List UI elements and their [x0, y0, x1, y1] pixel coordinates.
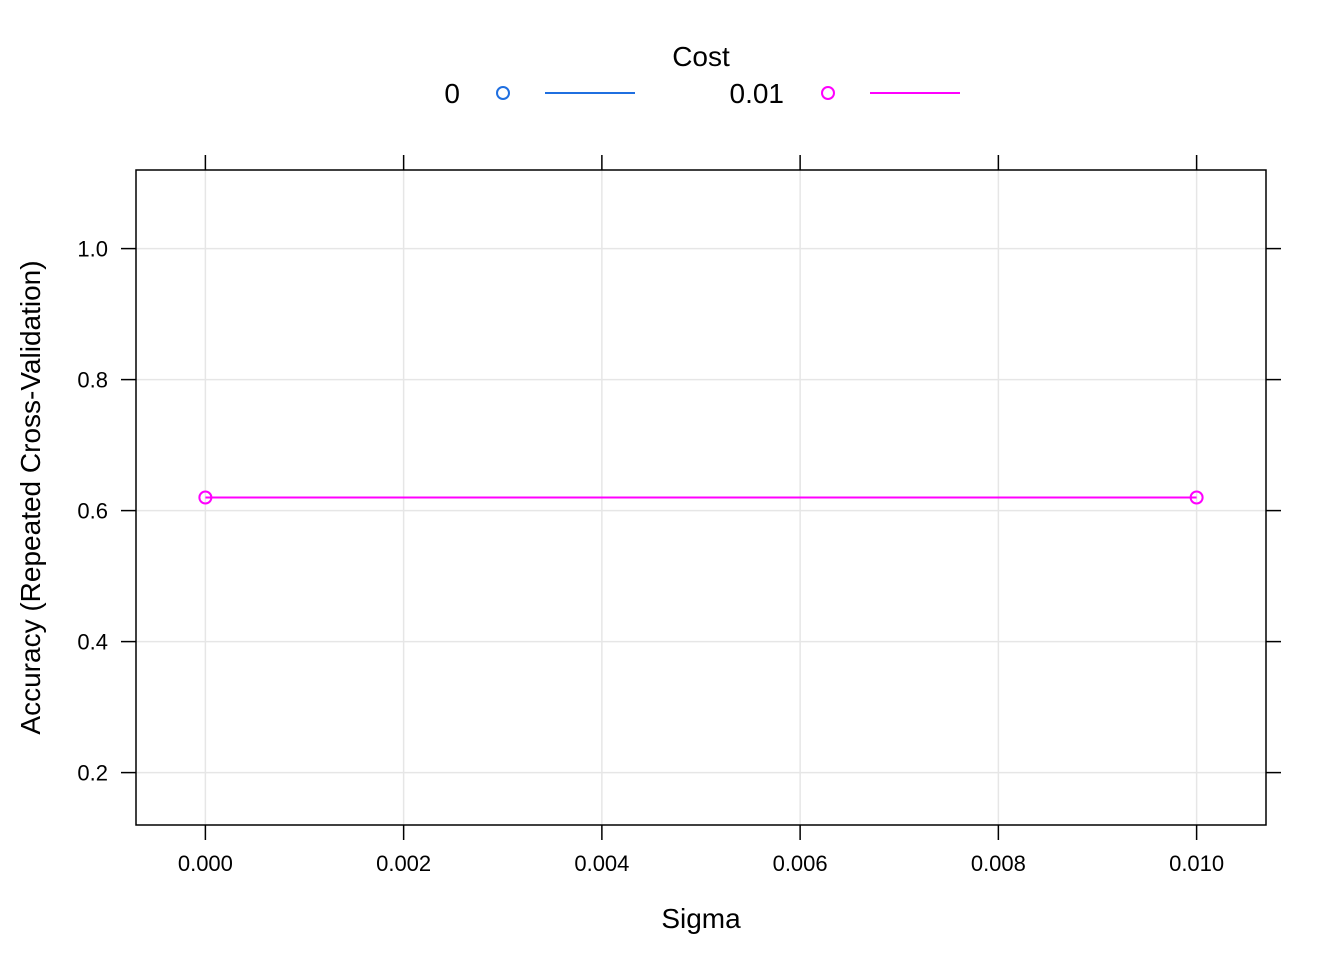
x-tick-label: 0.000	[178, 851, 233, 876]
legend-title: Cost	[672, 41, 730, 72]
plot-frame	[135, 169, 1267, 826]
legend-label: 0	[444, 78, 460, 109]
legend-marker	[821, 86, 835, 100]
x-tick-label: 0.002	[376, 851, 431, 876]
data-point	[198, 490, 213, 505]
y-tick-label: 0.8	[77, 368, 108, 393]
x-tick-label: 0.004	[574, 851, 629, 876]
y-tick-label: 0.2	[77, 761, 108, 786]
x-tick-labels: 0.000 0.002 0.004 0.006 0.008 0.010	[178, 851, 1224, 876]
x-tick-label: 0.010	[1169, 851, 1224, 876]
legend-entry: 0.01	[730, 78, 960, 109]
y-axis-label: Accuracy (Repeated Cross-Validation)	[15, 260, 46, 734]
y-tick-labels: 0.2 0.4 0.6 0.8 1.0	[77, 237, 108, 786]
x-axis-label: Sigma	[661, 903, 741, 934]
x-tick-label: 0.006	[773, 851, 828, 876]
y-tick-label: 1.0	[77, 237, 108, 262]
axis-ticks	[121, 155, 1281, 840]
legend-marker	[496, 86, 510, 100]
legend: Cost 0 0.01	[444, 41, 960, 109]
legend-label: 0.01	[730, 78, 785, 109]
y-tick-label: 0.6	[77, 499, 108, 524]
data-point	[1189, 490, 1204, 505]
x-tick-label: 0.008	[971, 851, 1026, 876]
y-tick-label: 0.4	[77, 630, 108, 655]
legend-entry: 0	[444, 78, 635, 109]
